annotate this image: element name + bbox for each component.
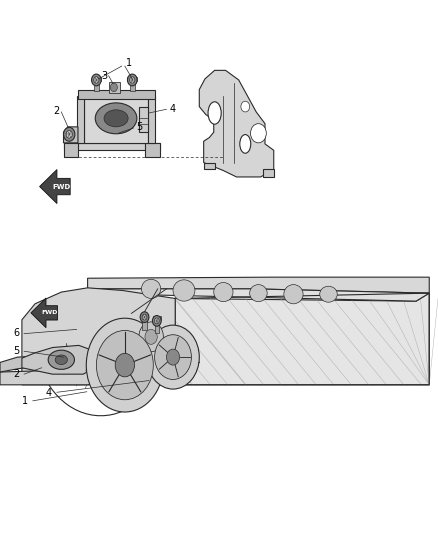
- Polygon shape: [22, 345, 96, 374]
- Ellipse shape: [48, 350, 74, 369]
- Ellipse shape: [240, 135, 251, 154]
- Ellipse shape: [141, 279, 161, 298]
- Ellipse shape: [250, 285, 267, 302]
- Circle shape: [147, 325, 199, 389]
- Bar: [127, 77, 137, 81]
- Text: 4: 4: [46, 389, 52, 398]
- Polygon shape: [78, 90, 155, 99]
- Ellipse shape: [320, 286, 337, 302]
- Bar: [142, 317, 147, 330]
- Ellipse shape: [284, 285, 303, 304]
- Ellipse shape: [173, 280, 195, 301]
- Circle shape: [139, 322, 163, 352]
- Circle shape: [86, 318, 163, 412]
- Bar: [141, 314, 148, 317]
- Ellipse shape: [208, 102, 221, 124]
- Polygon shape: [22, 288, 175, 385]
- Polygon shape: [0, 364, 114, 385]
- Ellipse shape: [55, 355, 67, 365]
- Text: 1: 1: [126, 58, 132, 68]
- Text: 6: 6: [14, 328, 20, 338]
- Circle shape: [166, 349, 180, 365]
- Polygon shape: [84, 96, 148, 143]
- Circle shape: [66, 131, 72, 138]
- Circle shape: [130, 77, 135, 83]
- Circle shape: [154, 318, 159, 324]
- Text: 2: 2: [53, 106, 59, 116]
- Polygon shape: [64, 143, 78, 157]
- Circle shape: [96, 330, 153, 400]
- Text: 5: 5: [14, 346, 20, 356]
- Circle shape: [142, 314, 147, 320]
- Polygon shape: [139, 107, 148, 132]
- Circle shape: [127, 74, 137, 86]
- Circle shape: [140, 312, 149, 322]
- Bar: [0, 277, 438, 533]
- Text: 1: 1: [22, 396, 28, 406]
- Polygon shape: [148, 96, 155, 143]
- Circle shape: [115, 353, 134, 377]
- Text: 5: 5: [136, 122, 142, 132]
- Circle shape: [145, 329, 157, 344]
- Polygon shape: [204, 163, 215, 169]
- Bar: [130, 81, 135, 91]
- Polygon shape: [77, 96, 84, 143]
- Circle shape: [92, 74, 101, 86]
- Bar: [155, 320, 159, 333]
- Text: 4: 4: [170, 104, 176, 114]
- Ellipse shape: [214, 282, 233, 302]
- Circle shape: [251, 124, 266, 143]
- Polygon shape: [0, 356, 44, 372]
- Text: FWD: FWD: [52, 183, 71, 190]
- Circle shape: [155, 335, 191, 379]
- Bar: [92, 77, 101, 81]
- Bar: [153, 317, 161, 320]
- Polygon shape: [145, 143, 160, 157]
- Polygon shape: [199, 70, 274, 177]
- Polygon shape: [64, 143, 160, 150]
- Polygon shape: [31, 298, 57, 328]
- Bar: [94, 81, 99, 91]
- Circle shape: [152, 316, 161, 326]
- Text: FWD: FWD: [42, 310, 58, 316]
- Polygon shape: [263, 169, 274, 177]
- Circle shape: [64, 127, 75, 141]
- Bar: [109, 82, 120, 93]
- Circle shape: [241, 101, 250, 112]
- Text: 2: 2: [14, 369, 20, 379]
- Ellipse shape: [95, 103, 137, 134]
- Polygon shape: [175, 293, 429, 385]
- Circle shape: [94, 77, 99, 83]
- Polygon shape: [88, 289, 429, 301]
- Circle shape: [110, 83, 117, 92]
- Text: 3: 3: [101, 71, 107, 80]
- Polygon shape: [64, 127, 78, 143]
- Polygon shape: [39, 169, 70, 204]
- Ellipse shape: [104, 110, 128, 127]
- Polygon shape: [88, 277, 429, 293]
